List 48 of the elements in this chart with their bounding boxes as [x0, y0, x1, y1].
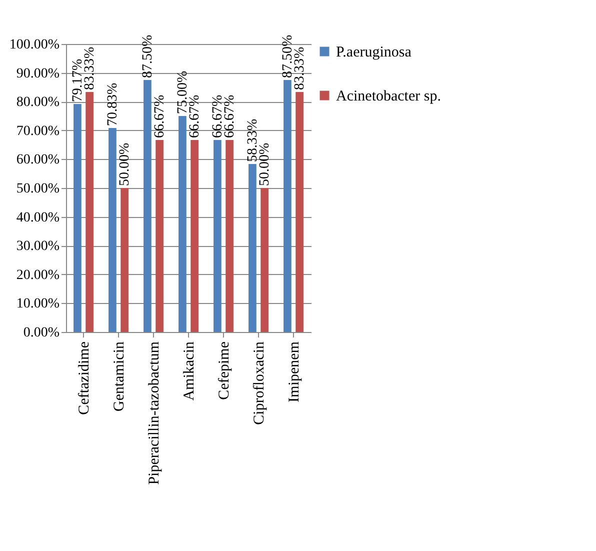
y-tick-label: 100.00% [9, 38, 60, 52]
bar [120, 188, 128, 332]
bar [86, 92, 94, 332]
bar [108, 128, 116, 332]
bar [214, 140, 222, 332]
x-tick-label: Ceftazidime [76, 341, 92, 415]
data-label: 75.00% [175, 70, 190, 114]
y-tick-label: 20.00% [16, 268, 60, 283]
y-tick-label: 10.00% [16, 296, 60, 312]
y-tick-label: 50.00% [16, 182, 60, 196]
y-tick-label: 30.00% [16, 239, 60, 254]
y-tick-label: 90.00% [16, 66, 60, 82]
data-label: 83.33% [292, 46, 308, 90]
x-tick-label: Gentamicin [112, 341, 128, 412]
data-label: 66.67% [222, 94, 238, 138]
data-label: 66.67% [152, 94, 168, 138]
data-label: 87.50% [140, 34, 156, 78]
y-tick-label: 60.00% [16, 152, 60, 168]
y-tick-label: 70.00% [16, 124, 60, 139]
x-tick-label: Cefepime [216, 341, 232, 400]
data-label: 70.83% [105, 82, 120, 126]
bar [226, 140, 234, 332]
data-label: 79.17% [70, 58, 86, 102]
legend-label: Acinetobacter sp. [336, 88, 441, 104]
y-tick-label: 0.00% [23, 326, 60, 340]
y-tick-label: 80.00% [16, 95, 60, 110]
bar [296, 92, 304, 332]
bar [144, 80, 152, 332]
x-tick-label: Amikacin [182, 341, 198, 401]
bar [190, 140, 198, 332]
bar [156, 140, 164, 332]
bar [178, 116, 186, 332]
data-label: 87.50% [280, 34, 296, 78]
bar [74, 104, 82, 332]
data-label: 66.67% [188, 94, 203, 138]
data-label: 66.67% [210, 94, 226, 138]
bar [260, 188, 268, 332]
legend-label: P.aeruginosa [336, 44, 412, 60]
x-tick-label: Imipenem [286, 341, 302, 402]
bar [284, 80, 292, 332]
data-label: 58.33% [245, 118, 260, 162]
y-tick-label: 40.00% [16, 210, 60, 226]
x-tick-label: Piperacillin-tazobactum [146, 341, 162, 485]
data-label: 83.33% [82, 46, 98, 90]
x-tick-label: Ciprofloxacin [252, 341, 268, 425]
data-label: 50.00% [118, 142, 133, 186]
data-label: 50.00% [258, 142, 273, 186]
bar [248, 164, 256, 332]
